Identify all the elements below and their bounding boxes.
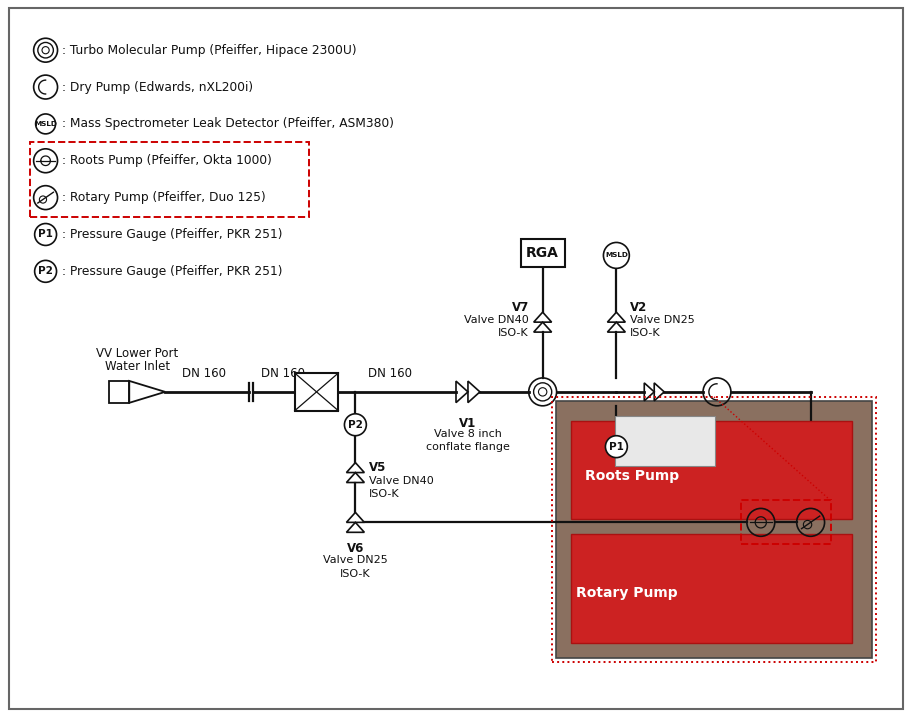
Text: conflate flange: conflate flange	[425, 442, 509, 452]
Text: VV Lower Port: VV Lower Port	[96, 346, 179, 359]
Bar	[520, 239, 564, 267]
Text: : Roots Pump (Pfeiffer, Okta 1000): : Roots Pump (Pfeiffer, Okta 1000)	[61, 154, 271, 167]
Text: Valve DN40: Valve DN40	[369, 475, 434, 485]
Text: DN 160: DN 160	[182, 367, 226, 380]
Text: : Rotary Pump (Pfeiffer, Duo 125): : Rotary Pump (Pfeiffer, Duo 125)	[61, 191, 265, 204]
Bar	[615, 416, 714, 465]
Text: P1: P1	[609, 442, 623, 452]
Text: RGA: RGA	[526, 247, 558, 260]
Text: ISO-K: ISO-K	[497, 328, 528, 338]
Text: Valve DN40: Valve DN40	[464, 315, 528, 325]
Text: ISO-K: ISO-K	[643, 442, 674, 452]
Circle shape	[36, 114, 56, 134]
Text: DN 160: DN 160	[368, 367, 412, 380]
Text: Rotary Pump: Rotary Pump	[575, 586, 677, 600]
Text: MSLD: MSLD	[604, 252, 627, 258]
Text: V1: V1	[459, 417, 476, 429]
Text: : Pressure Gauge (Pfeiffer, PKR 251): : Pressure Gauge (Pfeiffer, PKR 251)	[61, 228, 281, 241]
Circle shape	[35, 224, 56, 245]
Polygon shape	[129, 381, 165, 403]
Bar	[30, 142, 308, 217]
Text: : Pressure Gauge (Pfeiffer, PKR 251): : Pressure Gauge (Pfeiffer, PKR 251)	[61, 265, 281, 278]
Text: Valve 8 inch: Valve 8 inch	[434, 429, 501, 439]
Text: : Mass Spectrometer Leak Detector (Pfeiffer, ASM380): : Mass Spectrometer Leak Detector (Pfeif…	[61, 118, 394, 130]
Text: Valve DN25: Valve DN25	[322, 555, 387, 565]
Text: P2: P2	[38, 266, 53, 276]
Text: V2: V2	[630, 300, 647, 314]
Text: ISO-K: ISO-K	[630, 328, 660, 338]
Text: Valve DN40: Valve DN40	[626, 429, 691, 439]
Bar	[555, 401, 872, 657]
Text: MSLD: MSLD	[34, 121, 57, 127]
Text: P2: P2	[348, 419, 363, 429]
Circle shape	[344, 414, 366, 436]
Text: ISO-K: ISO-K	[369, 490, 400, 500]
Text: DN 160: DN 160	[261, 367, 304, 380]
Text: Water Inlet: Water Inlet	[105, 361, 169, 374]
Bar	[551, 397, 875, 662]
Text: : Dry Pump (Edwards, nXL200i): : Dry Pump (Edwards, nXL200i)	[61, 80, 252, 93]
Circle shape	[605, 436, 627, 457]
Bar	[109, 381, 129, 403]
Text: Valve DN25: Valve DN25	[630, 315, 694, 325]
Bar	[570, 421, 852, 519]
Text: V5: V5	[369, 461, 386, 474]
Text: V3: V3	[650, 417, 667, 429]
Text: P1: P1	[38, 229, 53, 239]
Bar	[294, 373, 338, 411]
Text: V7: V7	[511, 300, 528, 314]
Text: V6: V6	[346, 542, 363, 555]
Text: : Turbo Molecular Pump (Pfeiffer, Hipace 2300U): : Turbo Molecular Pump (Pfeiffer, Hipace…	[61, 44, 356, 57]
Bar	[740, 500, 830, 544]
Circle shape	[603, 242, 629, 268]
Text: ISO-K: ISO-K	[340, 569, 370, 579]
Bar	[570, 534, 852, 643]
Circle shape	[35, 260, 56, 282]
Text: Roots Pump: Roots Pump	[585, 468, 679, 483]
